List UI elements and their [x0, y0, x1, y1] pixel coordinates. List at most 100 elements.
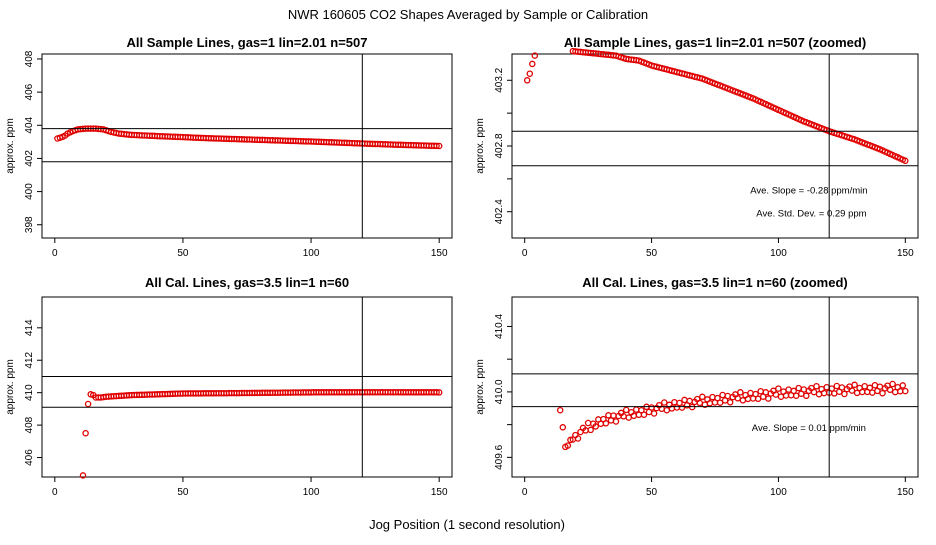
data-point: [896, 387, 904, 395]
data-point: [869, 389, 876, 396]
data-point: [633, 406, 640, 413]
data-point: [650, 410, 658, 417]
x-tick-label: 50: [646, 248, 658, 259]
panel-title: All Sample Lines, gas=1 lin=2.01 n=507: [127, 35, 368, 50]
y-tick-label: 414: [24, 319, 35, 336]
x-tick-label: 0: [52, 487, 58, 498]
data-point: [737, 389, 744, 396]
data-point: [841, 390, 848, 398]
data-point: [433, 142, 440, 150]
y-axis-label: approx. ppm: [5, 359, 16, 415]
data-point: [790, 387, 797, 395]
data-point: [792, 392, 800, 399]
x-tick-label: 50: [646, 487, 658, 498]
data-point: [851, 381, 858, 389]
y-tick-label: 410.4: [494, 314, 505, 339]
y-tick-label: 410.0: [494, 379, 505, 404]
data-point: [716, 399, 724, 406]
x-tick-label: 50: [177, 487, 189, 498]
data-point: [754, 395, 762, 403]
annotation-text: Ave. Slope = -0.28 ppm/min: [750, 186, 867, 197]
data-point: [813, 382, 820, 390]
annotation-text: Ave. Slope = 0.01 ppm/min: [752, 423, 866, 434]
data-point: [861, 382, 868, 390]
data-point: [747, 389, 754, 397]
x-tick-label: 100: [303, 248, 320, 259]
annotation-text: Ave. Std. Dev. = 0.29 ppm: [756, 209, 866, 220]
data-point: [782, 392, 790, 399]
data-point: [772, 391, 780, 398]
data-point: [858, 388, 866, 396]
data-point: [523, 77, 531, 84]
y-tick-label: 402.4: [494, 199, 505, 224]
data-point: [848, 387, 856, 394]
data-point: [726, 399, 734, 406]
data-point: [800, 386, 808, 393]
data-point: [592, 423, 599, 430]
data-point: [671, 398, 678, 406]
data-point: [815, 390, 823, 398]
data-point: [678, 404, 686, 411]
x-tick-label: 150: [431, 487, 448, 498]
data-point: [610, 412, 617, 419]
panel-cal-lines: All Cal. Lines, gas=3.5 lin=1 n=60 0 50 100…: [5, 275, 453, 498]
data-series: [79, 388, 443, 479]
panel-sample-lines: All Sample Lines, gas=1 lin=2.01 n=507 0 5…: [5, 35, 453, 259]
y-tick-label: 409.6: [494, 444, 505, 469]
x-tick-label: 150: [897, 248, 914, 259]
y-tick-label: 408: [24, 416, 35, 433]
x-axis-label: Jog Position (1 second resolution): [369, 517, 565, 532]
data-point: [866, 384, 874, 392]
plot-frame: [511, 296, 919, 478]
x-tick-label: 0: [522, 248, 528, 259]
data-point: [775, 385, 782, 392]
data-point: [681, 396, 688, 404]
data-point: [699, 393, 706, 401]
y-tick-label: 410: [24, 384, 35, 401]
data-point: [602, 420, 610, 427]
data-series: [556, 380, 909, 451]
y-tick-label: 404: [24, 116, 35, 133]
y-tick-label: 403.2: [494, 67, 505, 92]
y-tick-label: 398: [24, 216, 35, 233]
y-tick-label: 402.8: [494, 133, 505, 158]
y-tick-label: 402: [24, 150, 35, 167]
x-tick-label: 150: [431, 248, 448, 259]
figure-title: NWR 160605 CO2 Shapes Averaged by Sample…: [288, 7, 648, 22]
data-point: [661, 399, 668, 406]
data-point: [724, 392, 731, 400]
x-tick-label: 50: [177, 248, 189, 259]
y-axis-label: approx. ppm: [475, 359, 486, 415]
data-point: [526, 70, 534, 77]
x-tick-label: 150: [897, 487, 914, 498]
data-point: [902, 157, 909, 165]
data-series: [523, 47, 909, 165]
data-point: [709, 393, 716, 401]
data-point: [838, 384, 846, 391]
data-point: [752, 390, 759, 398]
data-point: [435, 389, 443, 396]
data-point: [886, 386, 894, 394]
panel-title: All Cal. Lines, gas=3.5 lin=1 n=60 (zoom…: [582, 275, 848, 290]
plot-frame: [41, 53, 453, 239]
data-point: [785, 386, 792, 393]
data-point: [719, 391, 726, 399]
data-point: [734, 395, 742, 402]
data-point: [567, 436, 574, 444]
data-point: [584, 419, 592, 427]
y-axis-label: approx. ppm: [5, 118, 16, 174]
data-point: [574, 435, 582, 442]
data-point: [587, 426, 594, 434]
x-tick-label: 100: [303, 487, 320, 498]
data-point: [531, 52, 539, 59]
data-point: [739, 397, 747, 404]
data-point: [803, 392, 810, 400]
y-axis-label: approx. ppm: [475, 118, 486, 174]
data-point: [529, 60, 536, 68]
data-point: [84, 400, 92, 408]
data-point: [833, 382, 841, 390]
data-series: [54, 125, 443, 150]
data-point: [79, 472, 87, 479]
data-point: [435, 142, 443, 150]
